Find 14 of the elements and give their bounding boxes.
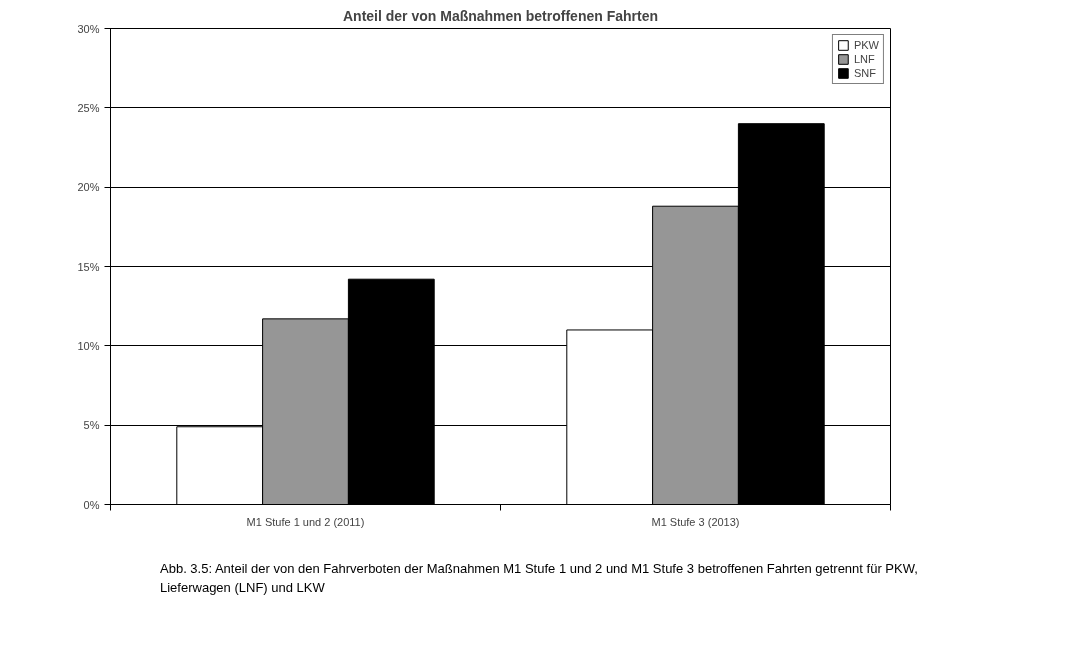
y-tick-label: 0% bbox=[83, 498, 100, 511]
chart-title: Anteil der von Maßnahmen betroffenen Fahrten bbox=[342, 7, 659, 24]
y-tick-label: 15% bbox=[77, 260, 100, 273]
y-tick-label: 5% bbox=[83, 419, 100, 432]
legend-label: PKW bbox=[853, 39, 879, 51]
y-tick-label: 30% bbox=[77, 22, 100, 35]
x-tick-label: M1 Stufe 3 (2013) bbox=[651, 515, 740, 528]
caption: Abb. 3.5: Anteil der von den Fahrverboten der Maßnahmen M1 Stufe 1 und 2 und M1 Stufe 3 betroffenen Fahrten getrennt für PKW, Lieferwagen (LNF) und LKW bbox=[160, 560, 919, 597]
y-tick-label: 20% bbox=[77, 181, 100, 194]
y-tick-label: 10% bbox=[77, 339, 100, 352]
legend-label: SNF bbox=[853, 67, 876, 79]
y-tick-label: 25% bbox=[77, 101, 100, 114]
legend-label: LNF bbox=[853, 53, 875, 65]
x-tick-label: M1 Stufe 1 und 2 (2011) bbox=[246, 515, 365, 528]
